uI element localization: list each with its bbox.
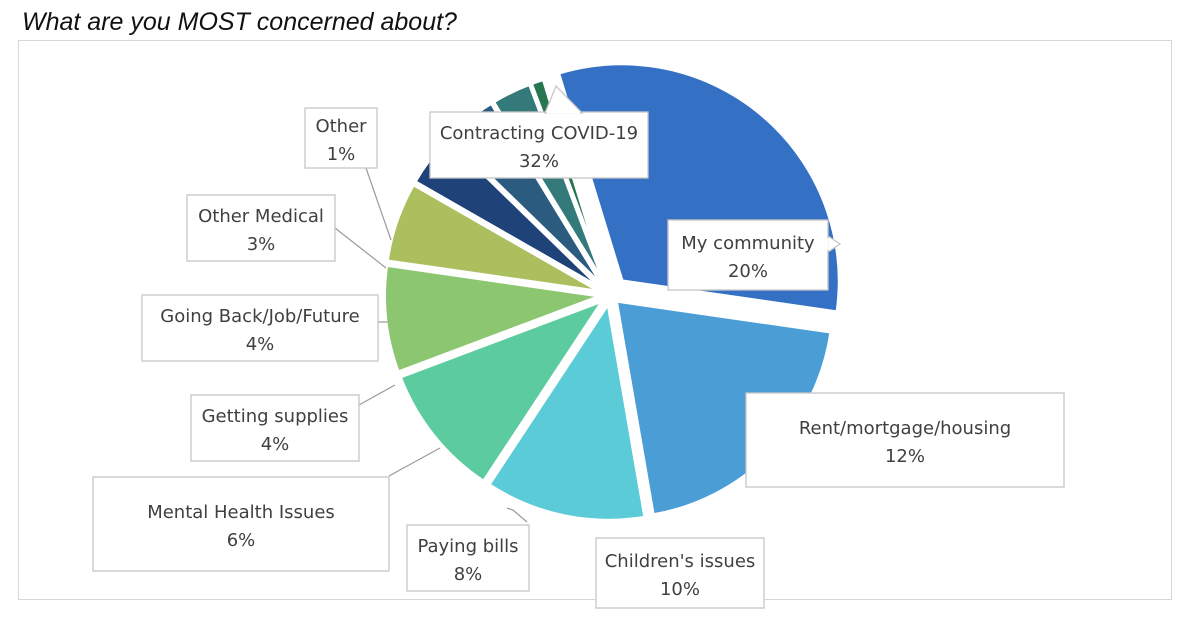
callout-box	[595, 537, 765, 609]
callout-box	[745, 392, 1065, 488]
callout-box	[304, 107, 378, 169]
data-label-category: Other	[315, 116, 367, 137]
callout-box	[406, 524, 530, 592]
data-label-value: 20%	[728, 261, 768, 282]
chart-title: What are you MOST concerned about?	[22, 8, 457, 36]
leader-line-other-medical	[334, 227, 387, 269]
data-label-contracting-covid-19: Contracting COVID-19 32%	[429, 84, 649, 179]
data-label-value: 3%	[247, 234, 276, 255]
leader-line-paying-bills	[506, 507, 528, 523]
data-label-category: Children's issues	[605, 551, 756, 572]
data-label-category: Mental Health Issues	[147, 502, 335, 523]
data-label-paying-bills: Paying bills 8%	[406, 524, 530, 592]
data-label-value: 32%	[519, 151, 559, 172]
callout-box	[186, 194, 336, 262]
data-label-getting-supplies: Getting supplies 4%	[190, 394, 360, 462]
leader-lines	[334, 167, 528, 523]
data-label-category: Paying bills	[417, 536, 518, 557]
leader-line-mental-health-issues	[388, 447, 441, 477]
data-label-category: Other Medical	[198, 206, 324, 227]
leader-line-other	[365, 167, 392, 241]
data-label-my-community: My community 20%	[667, 219, 842, 291]
leader-line-getting-supplies	[358, 384, 396, 406]
callout-box	[141, 294, 379, 362]
data-label-value: 4%	[246, 334, 275, 355]
pie-slice-paying-bills	[382, 262, 605, 375]
data-label-category: Going Back/Job/Future	[160, 306, 359, 327]
pie-slice-rent-mortgage-housing	[486, 300, 648, 523]
data-label-category: My community	[681, 233, 815, 254]
chart-frame	[18, 40, 1172, 600]
data-label-mental-health-issues: Mental Health Issues 6%	[92, 476, 390, 572]
callout-box	[92, 476, 390, 572]
callout-box	[429, 111, 649, 179]
data-label-value: 1%	[327, 144, 356, 165]
data-label-value: 4%	[261, 434, 290, 455]
pie-slice-children-s-issues	[397, 297, 606, 484]
callout-box	[190, 394, 360, 462]
data-label-category: Contracting COVID-19	[440, 123, 638, 144]
pie-slice-mental-health-issues	[384, 182, 605, 295]
data-labels: Contracting COVID-19 32% My community 20% Re…	[92, 84, 1065, 609]
data-label-value: 12%	[885, 446, 925, 467]
data-label-category: Rent/mortgage/housing	[799, 418, 1011, 439]
data-label-other: Other 1%	[304, 107, 378, 169]
data-label-category: Getting supplies	[202, 406, 349, 427]
data-label-value: 10%	[660, 579, 700, 600]
data-label-other-medical: Other Medical 3%	[186, 194, 336, 262]
data-label-going-back-job-future: Going Back/Job/Future 4%	[141, 294, 379, 362]
data-label-children-s-issues: Children's issues 10%	[595, 537, 765, 609]
data-label-rent-mortgage-housing: Rent/mortgage/housing 12%	[745, 392, 1065, 488]
data-label-value: 6%	[227, 530, 256, 551]
callout-box	[667, 219, 829, 291]
data-label-value: 8%	[454, 564, 483, 585]
